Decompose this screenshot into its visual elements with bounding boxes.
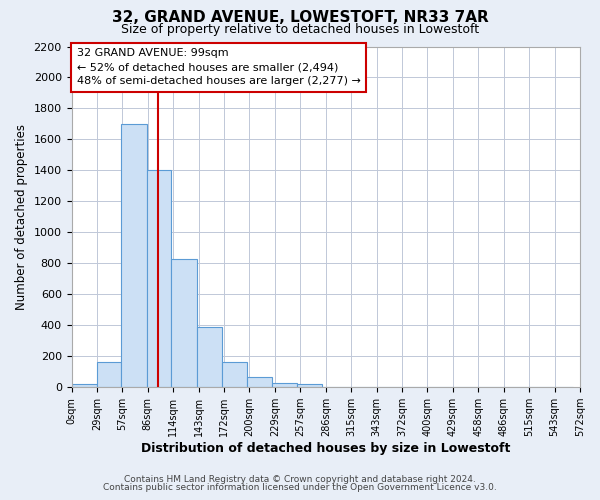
- Bar: [272, 382, 297, 387]
- X-axis label: Distribution of detached houses by size in Lowestoft: Distribution of detached houses by size …: [141, 442, 511, 455]
- Bar: [223, 362, 247, 387]
- Bar: [297, 384, 322, 387]
- Text: 32, GRAND AVENUE, LOWESTOFT, NR33 7AR: 32, GRAND AVENUE, LOWESTOFT, NR33 7AR: [112, 10, 488, 25]
- Text: Contains public sector information licensed under the Open Government Licence v3: Contains public sector information licen…: [103, 484, 497, 492]
- Bar: [97, 362, 121, 387]
- Text: Size of property relative to detached houses in Lowestoft: Size of property relative to detached ho…: [121, 22, 479, 36]
- Bar: [247, 377, 272, 387]
- Bar: [147, 170, 172, 387]
- Bar: [71, 384, 97, 387]
- Bar: [121, 124, 147, 387]
- Bar: [197, 327, 223, 387]
- Bar: [172, 258, 197, 387]
- Text: Contains HM Land Registry data © Crown copyright and database right 2024.: Contains HM Land Registry data © Crown c…: [124, 475, 476, 484]
- Text: 32 GRAND AVENUE: 99sqm
← 52% of detached houses are smaller (2,494)
48% of semi-: 32 GRAND AVENUE: 99sqm ← 52% of detached…: [77, 48, 361, 86]
- Y-axis label: Number of detached properties: Number of detached properties: [15, 124, 28, 310]
